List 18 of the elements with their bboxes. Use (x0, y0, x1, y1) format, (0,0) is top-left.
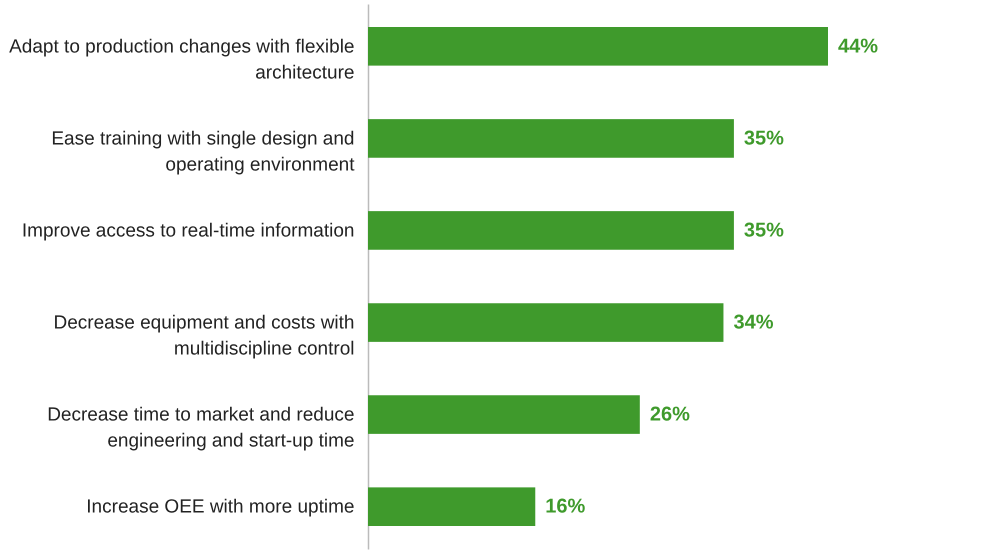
y-tick-label: Increase OEE with more uptime (86, 496, 354, 518)
bar (368, 487, 536, 526)
y-tick-label: Improve access to real-time information (22, 220, 354, 242)
data-label: 35% (744, 219, 784, 242)
y-tick-label: Decrease equipment and costs with multidiscipline control (54, 312, 354, 360)
bar (368, 395, 640, 434)
y-tick-label: Adapt to production changes with flexible architecture (9, 36, 354, 84)
bar (368, 27, 828, 66)
y-tick-label: Decrease time to market and reduce engineering and start-up time (47, 404, 354, 452)
data-label: 44% (838, 35, 878, 58)
bar (368, 211, 734, 250)
data-label: 34% (733, 312, 774, 334)
data-label: 16% (545, 496, 586, 518)
y-tick-label: Ease training with single design and operating environment (51, 128, 356, 176)
data-label: 26% (650, 404, 690, 426)
data-label: 35% (744, 127, 784, 150)
bar (368, 119, 734, 158)
bar (368, 303, 724, 342)
